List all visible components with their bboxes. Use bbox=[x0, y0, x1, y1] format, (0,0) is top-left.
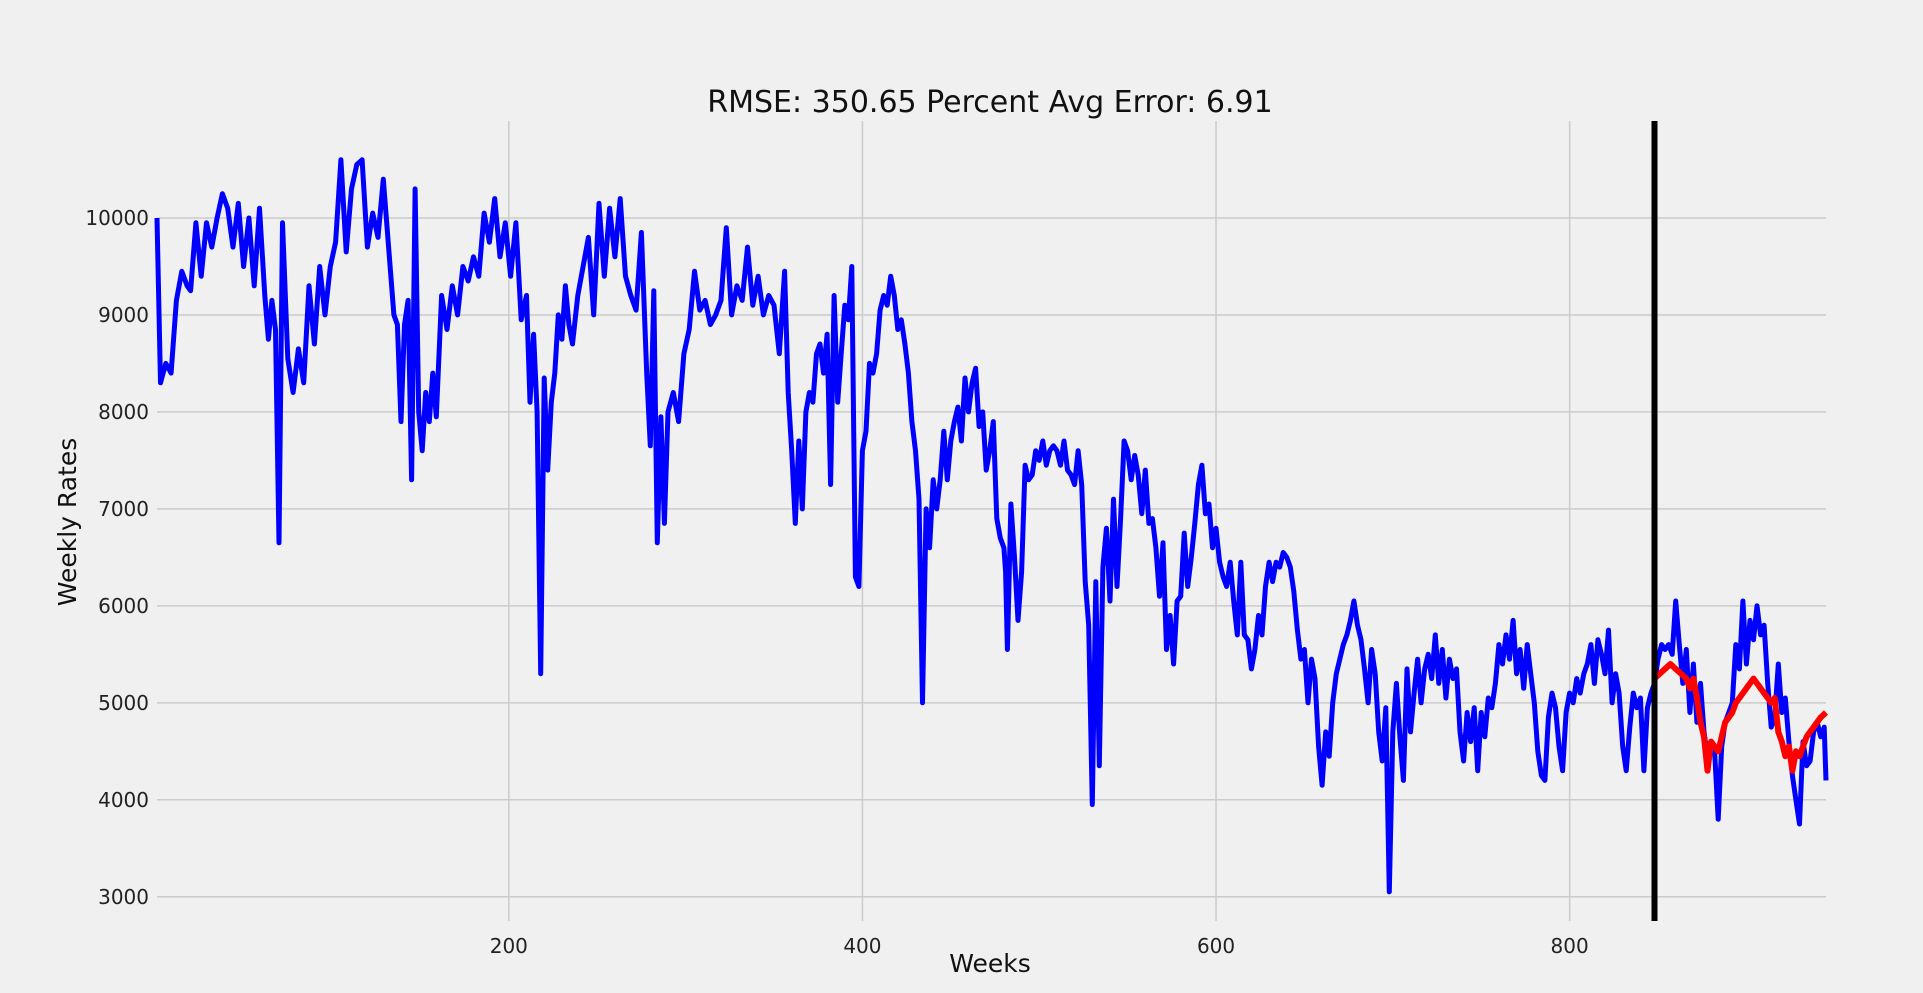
actual-series-line bbox=[154, 157, 1829, 895]
y-tick-label: 10000 bbox=[85, 206, 149, 230]
x-axis-label: Weeks bbox=[949, 949, 1031, 978]
grid-lines bbox=[157, 121, 1826, 921]
y-tick-label: 6000 bbox=[98, 594, 149, 618]
y-tick-label: 7000 bbox=[98, 497, 149, 521]
x-tick-label: 800 bbox=[1551, 934, 1589, 958]
y-tick-label: 9000 bbox=[98, 303, 149, 327]
y-tick-label: 5000 bbox=[98, 691, 149, 715]
predicted-series-line bbox=[1652, 661, 1829, 774]
y-tick-label: 8000 bbox=[98, 400, 149, 424]
y-axis-label: Weekly Rates bbox=[53, 438, 82, 607]
tick-labels: 3000 4000 5000 6000 7000 8000 9000 10000 200 400 6… bbox=[85, 206, 1588, 958]
chart-title: RMSE: 350.65 Percent Avg Error: 6.91 bbox=[707, 85, 1272, 120]
x-tick-label: 400 bbox=[843, 934, 881, 958]
x-tick-label: 200 bbox=[490, 934, 528, 958]
y-tick-label: 3000 bbox=[98, 885, 149, 909]
series-lines bbox=[154, 157, 1829, 895]
y-tick-label: 4000 bbox=[98, 788, 149, 812]
x-tick-label: 600 bbox=[1197, 934, 1235, 958]
